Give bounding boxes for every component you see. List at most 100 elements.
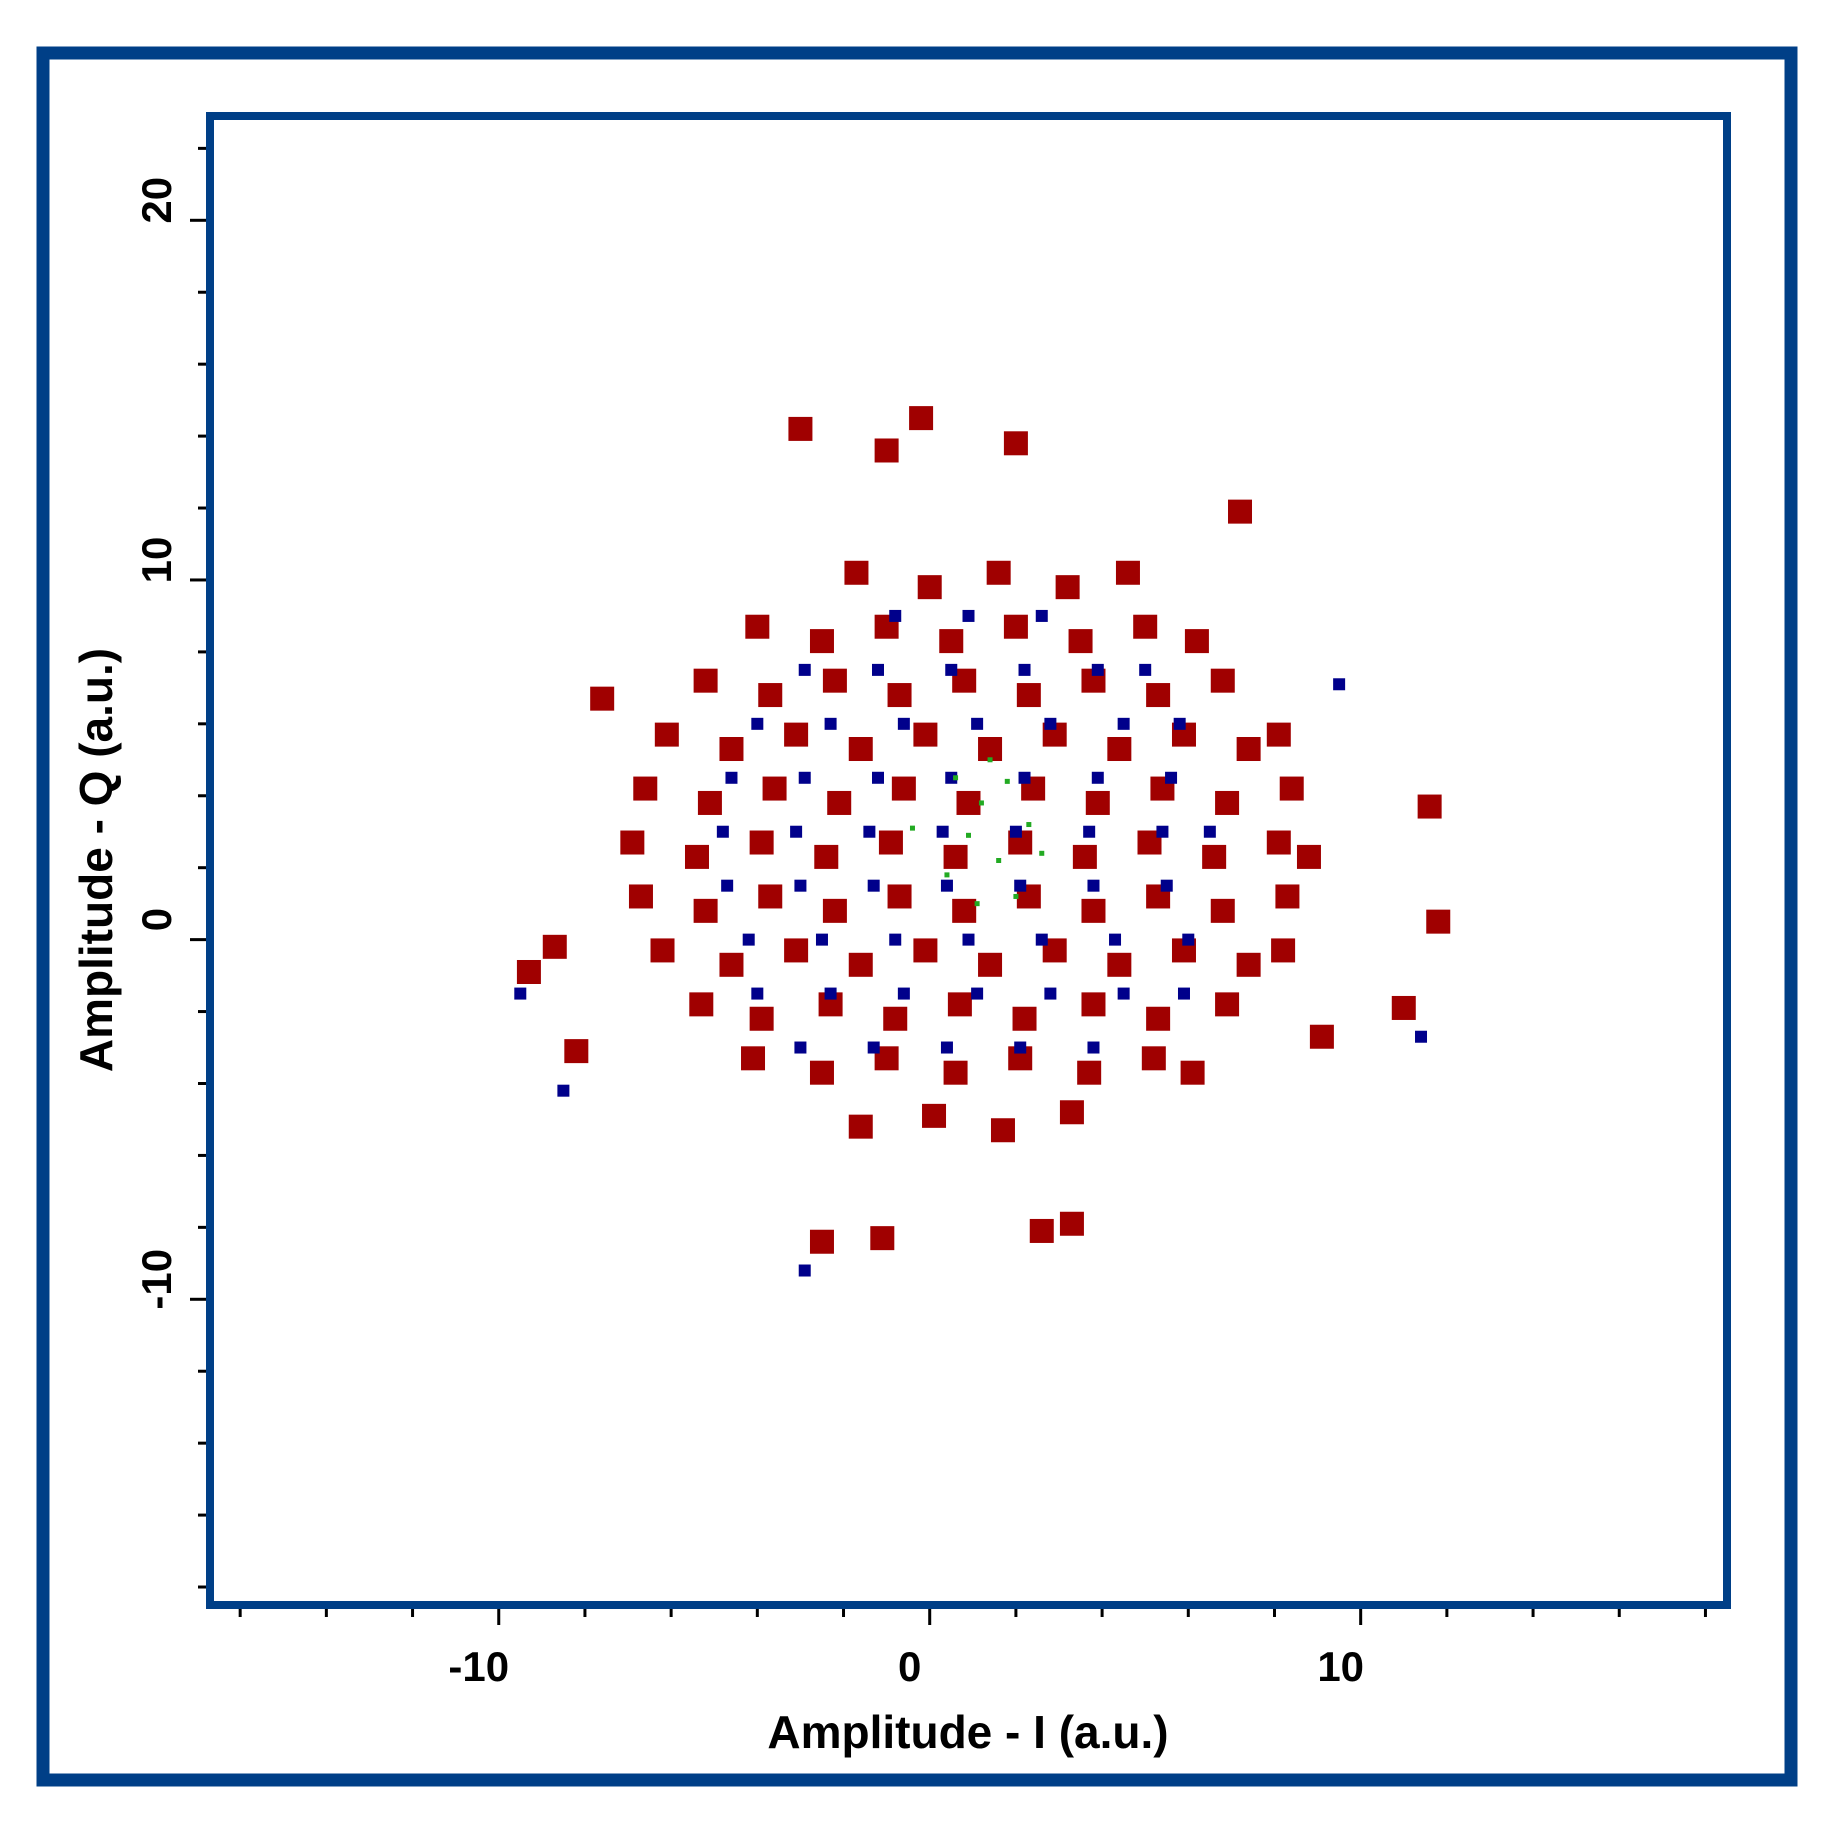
scatter-point	[1203, 825, 1216, 838]
scatter-point	[1004, 778, 1010, 784]
scatter-point	[1215, 790, 1240, 815]
scatter-point	[758, 683, 783, 708]
scatter-point	[790, 825, 803, 838]
scatter-point	[1156, 825, 1169, 838]
y-tick-label: -10	[133, 1249, 180, 1310]
scatter-point	[874, 438, 899, 463]
scatter-point	[1068, 629, 1093, 654]
scatter-point	[1146, 683, 1171, 708]
scatter-point	[1133, 614, 1158, 639]
scatter-point	[1184, 629, 1209, 654]
scatter-point	[1029, 1218, 1054, 1243]
scatter-point	[871, 663, 884, 676]
scatter-point	[822, 898, 847, 923]
scatter-point	[966, 832, 971, 838]
scatter-point	[815, 933, 828, 946]
scatter-point	[809, 629, 834, 654]
scatter-point	[1266, 722, 1291, 747]
scatter-point	[1044, 987, 1057, 1000]
scatter-point	[971, 987, 984, 1000]
scatter-point	[809, 1060, 834, 1085]
scatter-point	[516, 959, 541, 984]
scatter-point	[878, 830, 903, 855]
scatter-point	[1202, 844, 1227, 869]
scatter-point	[1013, 893, 1019, 899]
scatter-point	[564, 1039, 589, 1064]
scatter-point	[1026, 822, 1032, 828]
scatter-point	[716, 825, 729, 838]
scatter-point	[848, 1114, 873, 1139]
scatter-point	[1139, 663, 1152, 676]
scatter-point	[1309, 1024, 1334, 1049]
scatter-point	[990, 1118, 1015, 1143]
y-tick-label: 0	[133, 908, 180, 931]
scatter-point	[822, 668, 847, 693]
x-tick-label: -10	[448, 1643, 509, 1690]
scatter-point	[725, 771, 738, 784]
scatter-point	[940, 879, 953, 892]
scatter-point	[1210, 898, 1235, 923]
scatter-point	[650, 938, 675, 963]
scatter-point	[1236, 737, 1261, 762]
scatter-point	[590, 686, 615, 711]
scatter-point	[1228, 499, 1253, 524]
x-tick-label: 10	[1317, 1643, 1364, 1690]
scatter-point	[1044, 717, 1057, 730]
scatter-point	[987, 757, 993, 763]
scatter-point	[867, 1041, 880, 1054]
scatter-point	[689, 992, 714, 1017]
scatter-point	[1035, 933, 1048, 946]
scatter-point	[848, 737, 873, 762]
scatter-point	[1014, 1041, 1027, 1054]
scatter-point	[922, 1103, 947, 1128]
scatter-point	[798, 771, 811, 784]
scatter-point	[1107, 952, 1132, 977]
scatter-point	[909, 825, 915, 831]
scatter-point	[1146, 1006, 1171, 1031]
y-axis-title: Amplitude - Q (a.u.)	[70, 648, 122, 1072]
scatter-point	[952, 898, 977, 923]
scatter-point	[742, 933, 755, 946]
scatter-point	[1085, 790, 1110, 815]
scatter-point	[887, 683, 912, 708]
scatter-point	[758, 884, 783, 909]
scatter-point	[1415, 1030, 1428, 1043]
scatter-point	[956, 790, 981, 815]
scatter-point	[824, 717, 837, 730]
scatter-point	[1177, 987, 1190, 1000]
scatter-point	[978, 800, 984, 806]
scatter-point	[798, 663, 811, 676]
scatter-point	[1296, 844, 1321, 869]
scatter-point	[620, 830, 645, 855]
scatter-point	[628, 884, 653, 909]
scatter-point	[871, 771, 884, 784]
scatter-point	[863, 825, 876, 838]
scatter-point	[1009, 825, 1022, 838]
scatter-point	[719, 952, 744, 977]
scatter-point	[1391, 995, 1416, 1020]
scatter-point	[542, 934, 567, 959]
scatter-point	[978, 952, 1003, 977]
scatter-point	[943, 844, 968, 869]
scatter-point	[913, 722, 938, 747]
scatter-point	[943, 1060, 968, 1085]
scatter-point	[794, 879, 807, 892]
scatter-point	[784, 938, 809, 963]
scatter-point	[749, 1006, 774, 1031]
scatter-point	[917, 575, 942, 600]
scatter-point	[962, 609, 975, 622]
plot-marks	[514, 406, 1451, 1277]
scatter-point	[867, 879, 880, 892]
scatter-point	[1215, 992, 1240, 1017]
scatter-point	[762, 776, 787, 801]
scatter-point	[891, 776, 916, 801]
scatter-point	[1018, 663, 1031, 676]
scatter-point	[1083, 825, 1096, 838]
scatter-point	[1117, 717, 1130, 730]
scatter-point	[1115, 560, 1140, 585]
scatter-point	[751, 717, 764, 730]
scatter-point	[1072, 844, 1097, 869]
x-tick-label: 0	[898, 1643, 921, 1690]
scatter-point	[697, 790, 722, 815]
